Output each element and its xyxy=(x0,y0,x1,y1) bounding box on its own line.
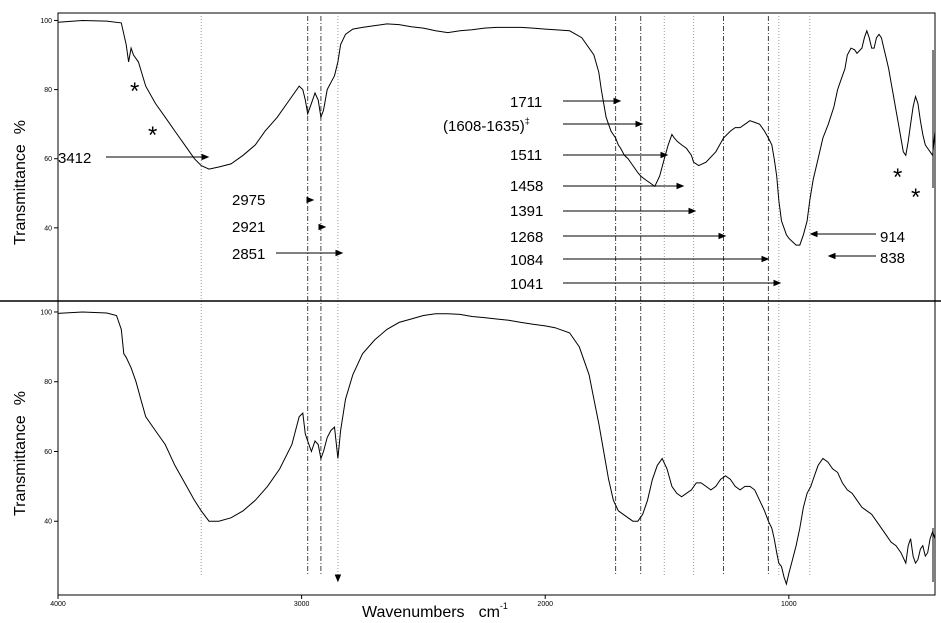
y-tick-label-top-100: 100 xyxy=(40,18,52,25)
peak-label-1608-1635-text: (1608-1635) xyxy=(443,118,525,135)
peak-label-1608-1635: (1608-1635)‡ xyxy=(443,116,530,135)
arrowhead-838 xyxy=(827,252,836,260)
arrowhead-2851 xyxy=(335,249,344,257)
arrowhead-1608-1635 xyxy=(635,120,644,128)
arrowhead-2975 xyxy=(306,196,315,204)
arrowhead-1084 xyxy=(761,255,770,263)
axis-ticks: 4000 3000 2000 1000 100 80 60 40 100 80 60 40 xyxy=(40,18,796,608)
x-axis-label: Wavenumbers cm-1 xyxy=(362,601,508,621)
top-y-axis-label-text: Transmittance xyxy=(12,144,29,245)
x-tick-label-3000: 3000 xyxy=(294,601,310,608)
arrowhead-1511 xyxy=(660,151,669,159)
bottom-spectrum-line xyxy=(57,311,936,586)
asterisk-1: * xyxy=(130,78,139,105)
x-axis-label-text: Wavenumbers xyxy=(362,604,465,621)
guide-lines xyxy=(200,16,811,576)
arrowhead-2921 xyxy=(318,223,327,231)
x-tick-label-4000: 4000 xyxy=(50,601,66,608)
arrowhead-1391 xyxy=(688,207,697,215)
peak-label-3412: 3412 xyxy=(58,150,91,167)
bottom-plot-frame xyxy=(57,300,936,596)
arrowhead-1268 xyxy=(718,232,727,240)
peak-label-1041: 1041 xyxy=(510,276,543,293)
arrowhead-1711 xyxy=(613,97,622,105)
y-tick-label-bottom-40: 40 xyxy=(44,519,52,526)
peak-label-1608-1635-sup: ‡ xyxy=(525,116,530,126)
y-tick-label-bottom-100: 100 xyxy=(40,309,52,316)
y-tick-label-top-80: 80 xyxy=(44,87,52,94)
peak-label-2975: 2975 xyxy=(232,192,265,209)
y-tick-label-top-40: 40 xyxy=(44,225,52,232)
top-y-axis-unit: % xyxy=(12,120,29,134)
peak-label-914: 914 xyxy=(880,229,905,246)
peak-label-1084: 1084 xyxy=(510,252,543,269)
bottom-y-axis-label: Transmittance% xyxy=(12,391,29,516)
x-tick-label-1000: 1000 xyxy=(781,601,797,608)
peak-label-1458: 1458 xyxy=(510,178,543,195)
arrowhead-1458 xyxy=(676,182,685,190)
arrowhead-914 xyxy=(809,230,818,238)
arrowhead-3412 xyxy=(201,153,210,161)
arrowhead-1041 xyxy=(773,279,782,287)
peak-label-1711: 1711 xyxy=(510,94,542,111)
x-tick-label-2000: 2000 xyxy=(537,601,553,608)
x-axis-unit: cm xyxy=(479,604,500,621)
top-spectrum-line xyxy=(57,19,936,246)
asterisk-2: * xyxy=(148,122,157,149)
peak-label-1391: 1391 xyxy=(510,203,543,220)
y-tick-label-bottom-60: 60 xyxy=(44,449,52,456)
top-y-axis-label: Transmittance% xyxy=(12,120,29,245)
peak-arrows xyxy=(106,97,876,583)
y-tick-label-bottom-80: 80 xyxy=(44,379,52,386)
peak-label-838: 838 xyxy=(880,250,905,267)
peak-label-2851: 2851 xyxy=(232,246,265,263)
peak-label-1268: 1268 xyxy=(510,229,543,246)
asterisk-3: * xyxy=(893,164,902,191)
x-axis-unit-sup: -1 xyxy=(500,601,508,611)
bottom-y-axis-label-text: Transmittance xyxy=(12,415,29,516)
y-tick-label-top-60: 60 xyxy=(44,156,52,163)
bottom-y-axis-unit: % xyxy=(12,391,29,405)
peak-label-2921: 2921 xyxy=(232,219,265,236)
asterisk-4: * xyxy=(911,184,920,211)
peak-label-1511: 1511 xyxy=(510,147,542,164)
arrowhead-2851-down xyxy=(334,574,342,583)
